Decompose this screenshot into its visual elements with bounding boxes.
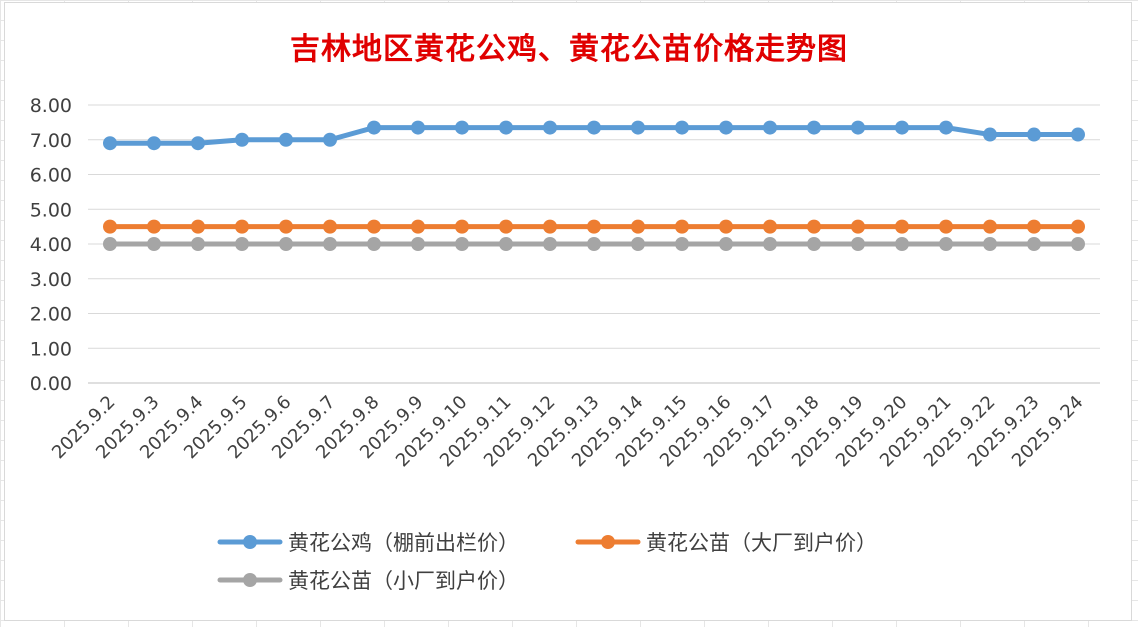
data-point <box>1027 237 1041 251</box>
data-point <box>939 120 953 135</box>
data-point <box>191 136 205 151</box>
data-point <box>411 120 425 135</box>
data-point <box>807 120 821 135</box>
data-point <box>235 219 249 234</box>
data-point <box>763 219 777 234</box>
data-point <box>367 237 381 251</box>
data-point <box>895 237 909 251</box>
data-point <box>323 132 337 147</box>
data-point <box>543 120 557 135</box>
data-point <box>587 237 601 251</box>
data-point <box>631 237 645 251</box>
data-point <box>147 237 161 251</box>
data-point <box>279 237 293 251</box>
data-point <box>719 120 733 135</box>
data-point <box>103 219 117 234</box>
data-point <box>455 237 469 251</box>
y-axis-ticks: 0.00 1.00 2.00 3.00 4.00 5.00 6.00 7.00 8.00 <box>30 95 72 395</box>
data-point <box>939 219 953 234</box>
legend-marker <box>243 535 257 549</box>
data-point <box>455 219 469 234</box>
y-tick-label: 3.00 <box>30 269 72 291</box>
data-point <box>455 120 469 135</box>
data-point <box>499 120 513 135</box>
data-point <box>807 219 821 234</box>
data-point <box>279 132 293 147</box>
data-point <box>323 237 337 251</box>
y-tick-label: 0.00 <box>30 373 72 395</box>
data-point <box>1027 127 1041 142</box>
data-point <box>411 219 425 234</box>
y-tick-label: 5.00 <box>30 199 72 221</box>
data-point <box>939 237 953 251</box>
data-point <box>1071 219 1085 234</box>
legend-label: 黄花公鸡（棚前出栏价） <box>288 531 519 555</box>
data-point <box>983 237 997 251</box>
data-point <box>279 219 293 234</box>
data-point <box>411 237 425 251</box>
data-point <box>895 120 909 135</box>
data-point <box>675 237 689 251</box>
data-point <box>147 136 161 151</box>
data-point <box>323 219 337 234</box>
data-point <box>851 237 865 251</box>
data-point <box>103 237 117 251</box>
data-point <box>499 219 513 234</box>
x-axis-ticks: 2025.9.22025.9.32025.9.42025.9.52025.9.6… <box>48 392 1088 472</box>
series-2 <box>103 219 1085 234</box>
data-point <box>675 219 689 234</box>
data-point <box>191 237 205 251</box>
y-tick-label: 4.00 <box>30 234 72 256</box>
legend-entry-1: 黄花公鸡（棚前出栏价） <box>217 531 519 555</box>
data-point <box>1027 219 1041 234</box>
data-point <box>763 237 777 251</box>
legend-entry-2: 黄花公苗（大厂到户价） <box>575 531 877 555</box>
data-point <box>983 127 997 142</box>
series-lines <box>103 120 1085 251</box>
data-point <box>235 237 249 251</box>
data-point <box>543 219 557 234</box>
data-point <box>807 237 821 251</box>
series-1 <box>103 120 1085 151</box>
legend-entry-3: 黄花公苗（小厂到户价） <box>217 569 519 593</box>
data-point <box>367 120 381 135</box>
legend-label: 黄花公苗（大厂到户价） <box>646 531 877 555</box>
data-point <box>631 219 645 234</box>
data-point <box>367 219 381 234</box>
data-point <box>1071 237 1085 251</box>
y-tick-label: 6.00 <box>30 165 72 187</box>
chart-title: 吉林地区黄花公鸡、黄花公苗价格走势图 <box>290 32 848 67</box>
legend-marker <box>601 535 615 549</box>
y-tick-label: 1.00 <box>30 338 72 360</box>
legend-label: 黄花公苗（小厂到户价） <box>288 569 519 593</box>
data-point <box>763 120 777 135</box>
data-point <box>1071 127 1085 142</box>
data-point <box>543 237 557 251</box>
data-point <box>895 219 909 234</box>
series-3 <box>103 237 1085 251</box>
data-point <box>587 120 601 135</box>
data-point <box>851 219 865 234</box>
data-point <box>675 120 689 135</box>
data-point <box>499 237 513 251</box>
data-point <box>851 120 865 135</box>
legend: 黄花公鸡（棚前出栏价） 黄花公苗（大厂到户价） 黄花公苗（小厂到户价） <box>217 531 877 593</box>
data-point <box>631 120 645 135</box>
y-tick-label: 2.00 <box>30 304 72 326</box>
y-tick-label: 8.00 <box>30 95 72 117</box>
data-point <box>191 219 205 234</box>
data-point <box>235 132 249 147</box>
data-point <box>147 219 161 234</box>
data-point <box>983 219 997 234</box>
data-point <box>719 237 733 251</box>
legend-marker <box>243 573 257 587</box>
data-point <box>719 219 733 234</box>
y-tick-label: 7.00 <box>30 130 72 152</box>
data-point <box>587 219 601 234</box>
data-point <box>103 136 117 151</box>
